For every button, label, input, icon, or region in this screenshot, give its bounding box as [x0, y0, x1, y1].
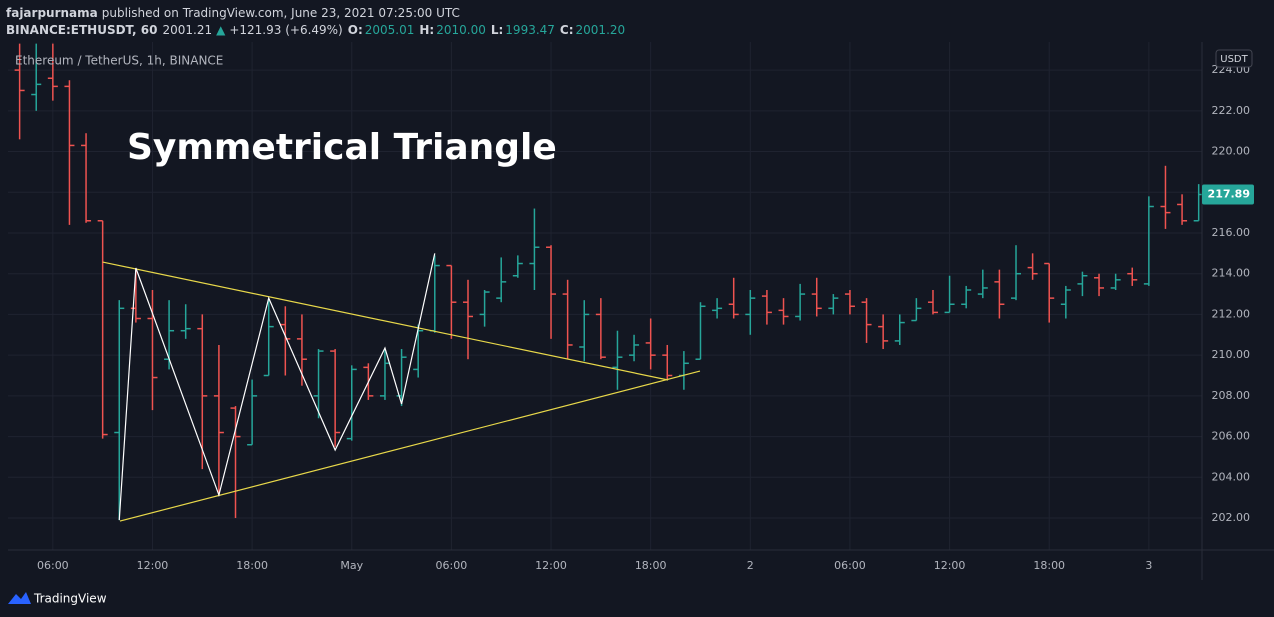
ohlc-label: H: [419, 23, 434, 37]
last-price-box [1202, 184, 1254, 205]
x-tick-label: 06:00 [37, 559, 69, 572]
author: fajarpurnama [6, 6, 98, 20]
y-tick-label: 214.00 [1212, 267, 1251, 280]
ohlc-label: O: [348, 23, 363, 37]
ohlc-value: 2005.01 [365, 23, 415, 37]
last-price-label: 217.89 [1208, 188, 1250, 201]
x-tick-label: 06:00 [834, 559, 866, 572]
y-tick-label: 210.00 [1212, 348, 1251, 361]
ohlc-value: 1993.47 [505, 23, 555, 37]
arrow: ▲ [216, 23, 226, 37]
y-tick-label: 202.00 [1212, 511, 1251, 524]
axes: 202.00 204.00 206.00 208.00 210.00 212.00 214.… [37, 63, 1254, 572]
symbol: BINANCE:ETHUSDT, 60 [6, 23, 157, 37]
y-tick-label: 212.00 [1212, 307, 1251, 320]
annotation: Symmetrical Triangle [127, 127, 557, 168]
x-tick-label: 18:00 [236, 559, 268, 572]
x-tick-label: 18:00 [635, 559, 667, 572]
y-tick-label: 208.00 [1212, 389, 1251, 402]
trend-line [119, 370, 701, 522]
legend: Ethereum / TetherUS, 1h, BINANCE [15, 54, 223, 68]
bars [14, 43, 1202, 521]
ohlc-label: C: [560, 23, 574, 37]
x-tick-label: 12:00 [137, 559, 169, 572]
last: 2001.21 [162, 23, 212, 37]
y-tick-label: 220.00 [1212, 145, 1251, 158]
y-tick-label: 206.00 [1212, 430, 1251, 443]
header-quote: BINANCE:ETHUSDT, 60 2001.21 ▲ +121.93 (+6.4… [6, 23, 625, 37]
ohlc-value: 2001.20 [576, 23, 626, 37]
header-line: fajarpurnama published on TradingView.com… [6, 6, 460, 20]
ohlc-label: L: [491, 23, 503, 37]
x-tick-label: 2 [747, 559, 754, 572]
x-tick-label: 18:00 [1033, 559, 1065, 572]
published: published on TradingView.com, June 23, 2… [102, 6, 460, 20]
brand: TradingView [33, 592, 107, 606]
x-tick-label: 12:00 [934, 559, 966, 572]
logo-icon [8, 592, 31, 604]
x-tick-label: 3 [1145, 559, 1152, 572]
trend-line [118, 253, 436, 521]
currency: USDT [1220, 54, 1248, 65]
change: +121.93 (+6.49%) [229, 23, 342, 37]
y-tick-label: 216.00 [1212, 226, 1251, 239]
trend-line [102, 261, 669, 381]
y-tick-label: 222.00 [1212, 104, 1251, 117]
ohlc-value: 2010.00 [436, 23, 486, 37]
x-tick-label: 06:00 [436, 559, 468, 572]
drawings [102, 253, 701, 522]
currency-badge [1215, 49, 1253, 68]
x-tick-label: 12:00 [535, 559, 567, 572]
x-tick-label: May [340, 559, 363, 572]
y-tick-label: 204.00 [1212, 470, 1251, 483]
